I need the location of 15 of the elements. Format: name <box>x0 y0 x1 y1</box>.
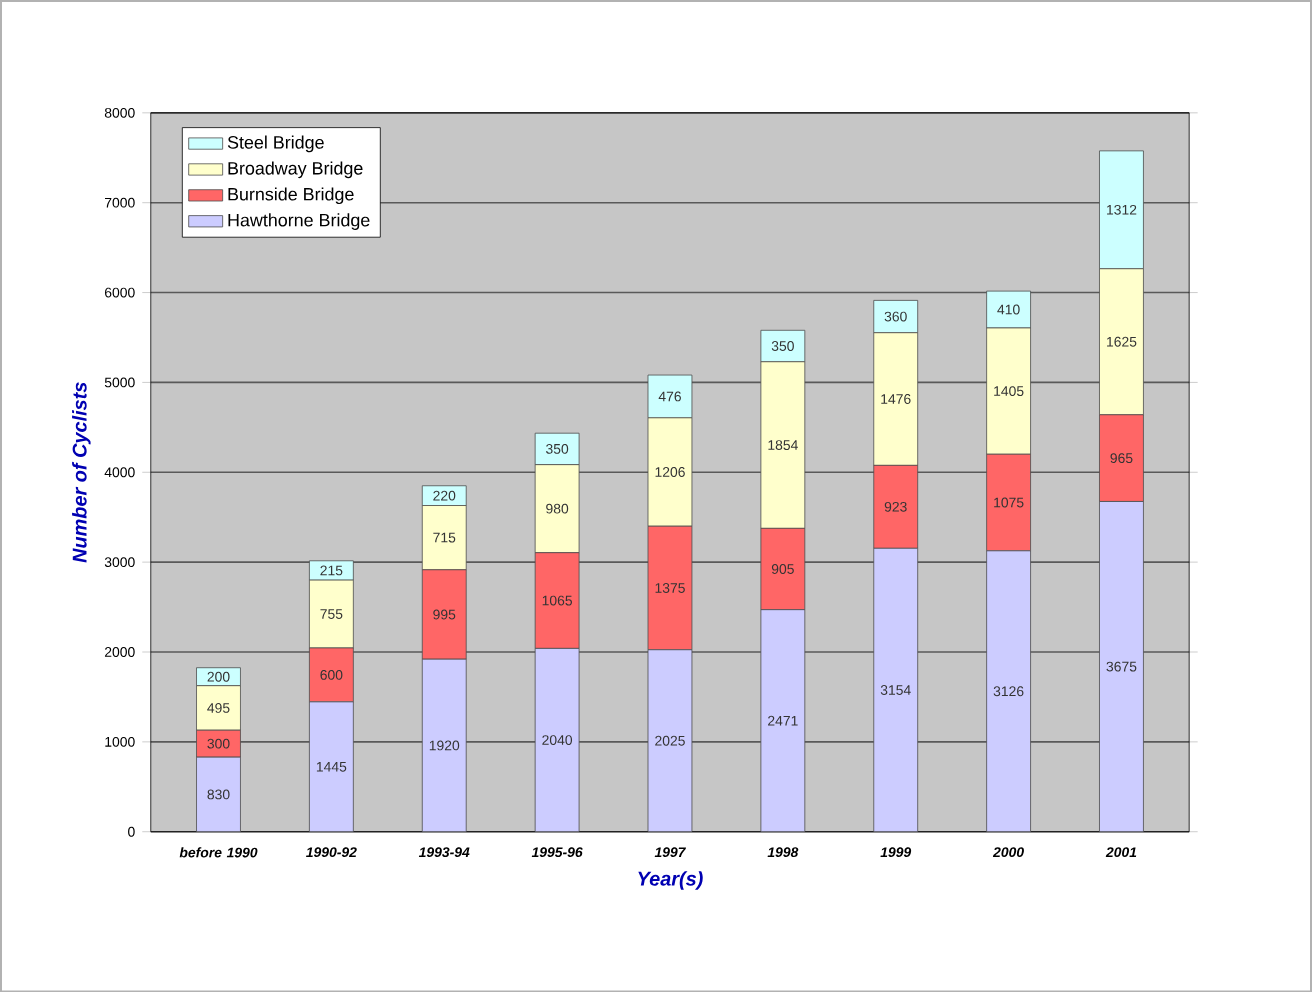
legend-label: Steel Bridge <box>227 135 324 153</box>
bar <box>873 547 919 832</box>
legend-label: Hawthorne Bridge <box>228 213 370 230</box>
y-axis-title: Number of Cyclists <box>72 382 91 563</box>
x-axis-title: Year(s) <box>638 870 703 890</box>
bar <box>534 647 580 832</box>
bar <box>196 756 241 832</box>
legend-label: Broadway Bridge <box>228 161 363 178</box>
bar <box>986 550 1031 832</box>
legend-label: Burnside Bridge <box>228 187 354 204</box>
bar <box>1099 500 1144 832</box>
bar <box>760 609 806 832</box>
bar <box>309 701 354 832</box>
bar <box>647 649 693 832</box>
bar <box>421 658 467 832</box>
